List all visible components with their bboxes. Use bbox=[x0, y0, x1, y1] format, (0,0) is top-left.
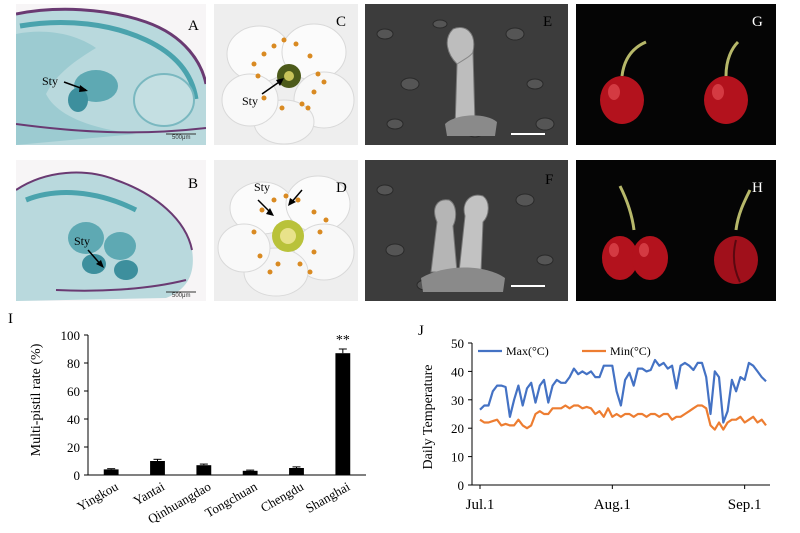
marks: ** bbox=[103, 333, 351, 475]
y-tick-label: 60 bbox=[67, 384, 80, 399]
y-tick-label: 0 bbox=[458, 478, 465, 493]
panel-label-i: I bbox=[8, 311, 13, 327]
legend-label: Min(°C) bbox=[610, 344, 651, 358]
multi-pistil-flower-image bbox=[214, 160, 358, 301]
series-line-max bbox=[479, 358, 767, 424]
y-tick-label: 100 bbox=[61, 328, 81, 343]
x-tick-label: Jul.1 bbox=[466, 497, 495, 513]
normal-fruit-image bbox=[576, 4, 776, 145]
x-tick-label: Yingkou bbox=[74, 478, 121, 514]
panel-e-sem: E bbox=[365, 4, 568, 145]
panel-g-cherry-photo: G bbox=[576, 4, 776, 145]
y-tick-label: 0 bbox=[74, 468, 81, 483]
bar-yantai bbox=[150, 461, 165, 475]
sty-arrow-a bbox=[63, 81, 88, 92]
y-tick-label: 20 bbox=[451, 421, 464, 436]
histology-section-image bbox=[16, 160, 206, 301]
x-tick-label: Aug.1 bbox=[594, 497, 631, 513]
panel-label-d: D bbox=[336, 180, 347, 196]
panel-f-sem: F bbox=[365, 160, 568, 301]
panel-d-flower-photo: D Sty bbox=[214, 160, 358, 301]
sty-annotation-a: Sty bbox=[42, 74, 59, 88]
scalebar-label-a: 500μm bbox=[172, 135, 191, 141]
x-tick-label: Tongchuan bbox=[202, 478, 260, 520]
chart-i-multi-pistil-rate: I Multi-pistil rate (%) 0 20 40 60 80 100 Ying… bbox=[8, 311, 366, 527]
x-tick-label: Shanghai bbox=[303, 478, 353, 515]
panel-label-a: A bbox=[188, 18, 199, 34]
y-axis-label: Multi-pistil rate (%) bbox=[29, 343, 44, 456]
panel-label-b: B bbox=[188, 176, 199, 192]
bar-chengdu bbox=[289, 468, 304, 475]
y-tick-label: 80 bbox=[67, 356, 80, 371]
y-axis-label: Daily Temperature bbox=[421, 365, 436, 470]
panel-label-h: H bbox=[752, 180, 763, 196]
y-tick-label: 10 bbox=[451, 450, 464, 465]
legend-label: Max(°C) bbox=[506, 344, 549, 358]
significance-label: ** bbox=[336, 333, 350, 348]
single-pistil-sem-image bbox=[365, 4, 568, 145]
sty-arrow-c bbox=[261, 78, 284, 95]
sty-annotation-d: Sty bbox=[254, 180, 271, 194]
panel-label-c: C bbox=[336, 14, 347, 30]
double-fruit-image bbox=[576, 160, 776, 301]
x-tick-label: Chengdu bbox=[258, 478, 307, 515]
series-line-min bbox=[479, 404, 767, 431]
panel-label-f: F bbox=[545, 172, 554, 188]
histology-section-image bbox=[16, 4, 206, 145]
y-tick-label: 50 bbox=[451, 336, 464, 351]
sty-arrow-b bbox=[87, 249, 104, 268]
bar-qinhuangdao bbox=[196, 465, 212, 475]
panel-label-j: J bbox=[418, 323, 424, 339]
bar-yingkou bbox=[103, 469, 119, 475]
y-tick-label: 30 bbox=[451, 393, 464, 408]
marks bbox=[479, 358, 767, 431]
panel-label-e: E bbox=[543, 14, 553, 30]
scalebar-label-b: 500μm bbox=[172, 293, 191, 299]
y-tick-label: 40 bbox=[67, 412, 80, 427]
bar-shanghai bbox=[335, 353, 351, 475]
sty-annotation-b: Sty bbox=[74, 234, 91, 248]
multi-pistil-sem-image bbox=[365, 160, 568, 301]
x-tick-label: Sep.1 bbox=[728, 497, 762, 513]
single-pistil-flower-image bbox=[214, 4, 358, 145]
panel-c-flower-photo: C Sty bbox=[214, 4, 358, 145]
panel-h-cherry-photo: H bbox=[576, 160, 776, 301]
legend: Max(°C) Min(°C) bbox=[478, 344, 651, 358]
sty-annotation-c: Sty bbox=[242, 94, 259, 108]
sty-arrows-d bbox=[257, 189, 303, 216]
bar-tongchuan bbox=[242, 470, 258, 475]
y-tick-label: 20 bbox=[67, 440, 80, 455]
y-tick-label: 40 bbox=[451, 364, 464, 379]
panel-label-g: G bbox=[752, 14, 763, 30]
chart-j-daily-temperature: J Daily Temperature 0 10 20 30 40 50 Jul.1 Aug.… bbox=[418, 323, 770, 513]
axes: 0 10 20 30 40 50 Jul.1 Aug.1 Sep.1 bbox=[451, 336, 770, 513]
panel-b-micrograph: B Sty 500μm bbox=[16, 160, 206, 301]
panel-a-micrograph: A Sty 500μm bbox=[16, 4, 206, 145]
